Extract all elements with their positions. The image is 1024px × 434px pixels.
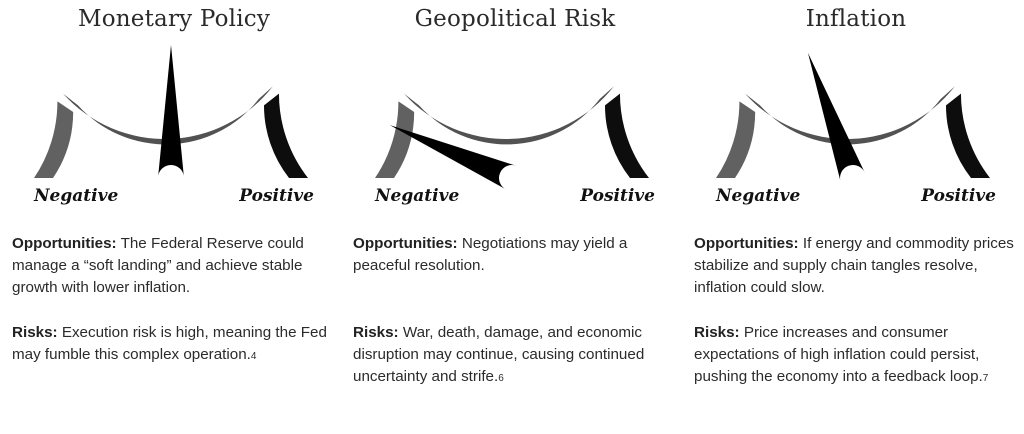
opportunities-text: Opportunities: The Federal Reserve could… (12, 233, 342, 299)
opportunities-heading: Opportunities: (12, 235, 117, 252)
gauge-needle (158, 45, 184, 178)
panel-monetary-policy: Monetary Policy Negative Positive Opport… (4, 0, 344, 434)
opportunities-body: If energy and commodity prices stabilize… (694, 235, 1014, 296)
opportunities-heading: Opportunities: (353, 235, 458, 252)
gauge-segment-negative (375, 101, 415, 178)
opportunities-body: The Federal Reserve could manage a “soft… (12, 235, 304, 296)
risks-text: Risks: War, death, damage, and economic … (353, 322, 683, 390)
opportunities-body: Negotiations may yield a peaceful resolu… (353, 235, 628, 274)
opportunities-heading: Opportunities: (694, 235, 799, 252)
risks-text: Risks: Price increases and consumer expe… (694, 322, 1024, 390)
gauge (34, 45, 308, 178)
gauge-segment-positive (945, 93, 990, 178)
gauge (716, 52, 990, 183)
gauge (375, 86, 649, 190)
gauge-segment-negative (34, 101, 74, 178)
gauge-segment-positive (604, 93, 649, 178)
gauge-segment-neutral (404, 86, 614, 145)
risks-body: Execution risk is high, meaning the Fed … (12, 324, 327, 363)
gauge-needle (807, 52, 866, 183)
gauge-segment-neutral (63, 86, 273, 145)
opportunities-text: Opportunities: Negotiations may yield a … (353, 233, 683, 277)
footnote-marker: 6 (498, 373, 504, 384)
panel-title: Inflation (805, 6, 907, 32)
footnote-marker: 7 (982, 373, 989, 384)
panel-geopolitical-risk: Geopolitical Risk Negative Positive Oppo… (345, 0, 685, 434)
risks-body: Price increases and consumer expectation… (694, 324, 983, 385)
panel-title: Geopolitical Risk (414, 6, 616, 32)
risks-heading: Risks: (353, 324, 399, 341)
positive-label: Positive (580, 186, 655, 206)
negative-label: Negative (375, 186, 460, 206)
positive-label: Positive (239, 186, 314, 206)
panel-inflation: Inflation Negative Positive Opportunitie… (686, 0, 1024, 434)
risks-heading: Risks: (12, 324, 58, 341)
negative-label: Negative (716, 186, 801, 206)
negative-label: Negative (34, 186, 119, 206)
panel-title: Monetary Policy (77, 6, 271, 32)
gauge-segment-neutral (745, 86, 955, 145)
risks-text: Risks: Execution risk is high, meaning t… (12, 322, 342, 368)
gauge-needle (389, 125, 518, 190)
footnote-marker: 4 (250, 351, 257, 362)
gauge-segment-negative (716, 101, 756, 178)
risks-body: War, death, damage, and economic disrupt… (353, 324, 645, 385)
opportunities-text: Opportunities: If energy and commodity p… (694, 233, 1024, 299)
gauge-segment-positive (263, 93, 308, 178)
risks-heading: Risks: (694, 324, 740, 341)
positive-label: Positive (921, 186, 996, 206)
